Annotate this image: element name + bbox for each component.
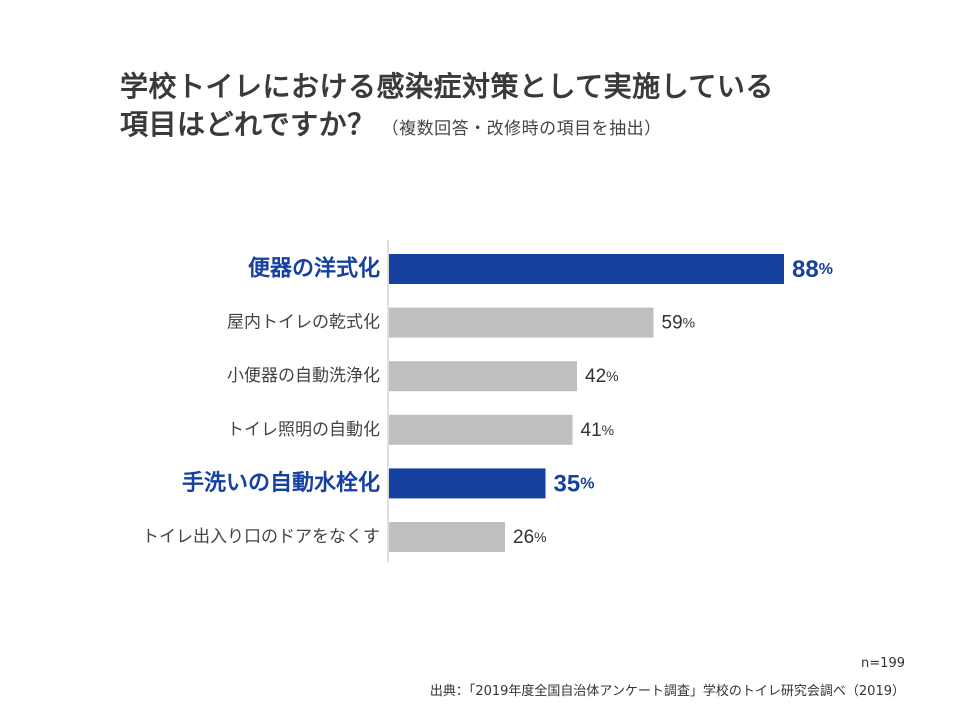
bar-5 <box>389 468 546 499</box>
value-label-3: 42% <box>585 366 619 387</box>
bar-4 <box>389 414 573 445</box>
bar-6 <box>389 522 505 552</box>
bar-1 <box>389 254 784 284</box>
bar-2 <box>389 307 654 338</box>
title-note: （複数回答・改修時の項目を抽出） <box>381 119 662 139</box>
value-label-2: 59% <box>662 312 696 333</box>
value-label-6: 26% <box>513 527 547 548</box>
category-label-5: 手洗いの自動水栓化 <box>182 470 380 496</box>
value-label-5: 35% <box>554 470 595 497</box>
title-line-2-text: 項目はどれですか？ <box>120 108 376 141</box>
source-note: 出典：「2019年度全国自治体アンケート調査」学校のトイレ研究会調べ（2019） <box>429 684 905 699</box>
title-line-1: 学校トイレにおける感染症対策として実施している <box>120 70 774 103</box>
bar-3 <box>389 361 577 392</box>
chart-title: 学校トイレにおける感染症対策として実施している 項目はどれですか？ （複数回答・改… <box>120 68 920 148</box>
category-label-2: 屋内トイレの乾式化 <box>227 313 380 333</box>
category-label-3: 小便器の自動洗浄化 <box>227 366 380 386</box>
sample-size: n=199 <box>861 656 905 671</box>
category-label-6: トイレ出入り口のドアをなくす <box>142 527 380 547</box>
value-label-4: 41% <box>581 419 615 440</box>
value-label-1: 88% <box>792 256 833 283</box>
category-label-4: トイレ照明の自動化 <box>227 420 380 440</box>
title-line-2: 項目はどれですか？ （複数回答・改修時の項目を抽出） <box>120 106 920 148</box>
category-label-1: 便器の洋式化 <box>248 256 380 282</box>
